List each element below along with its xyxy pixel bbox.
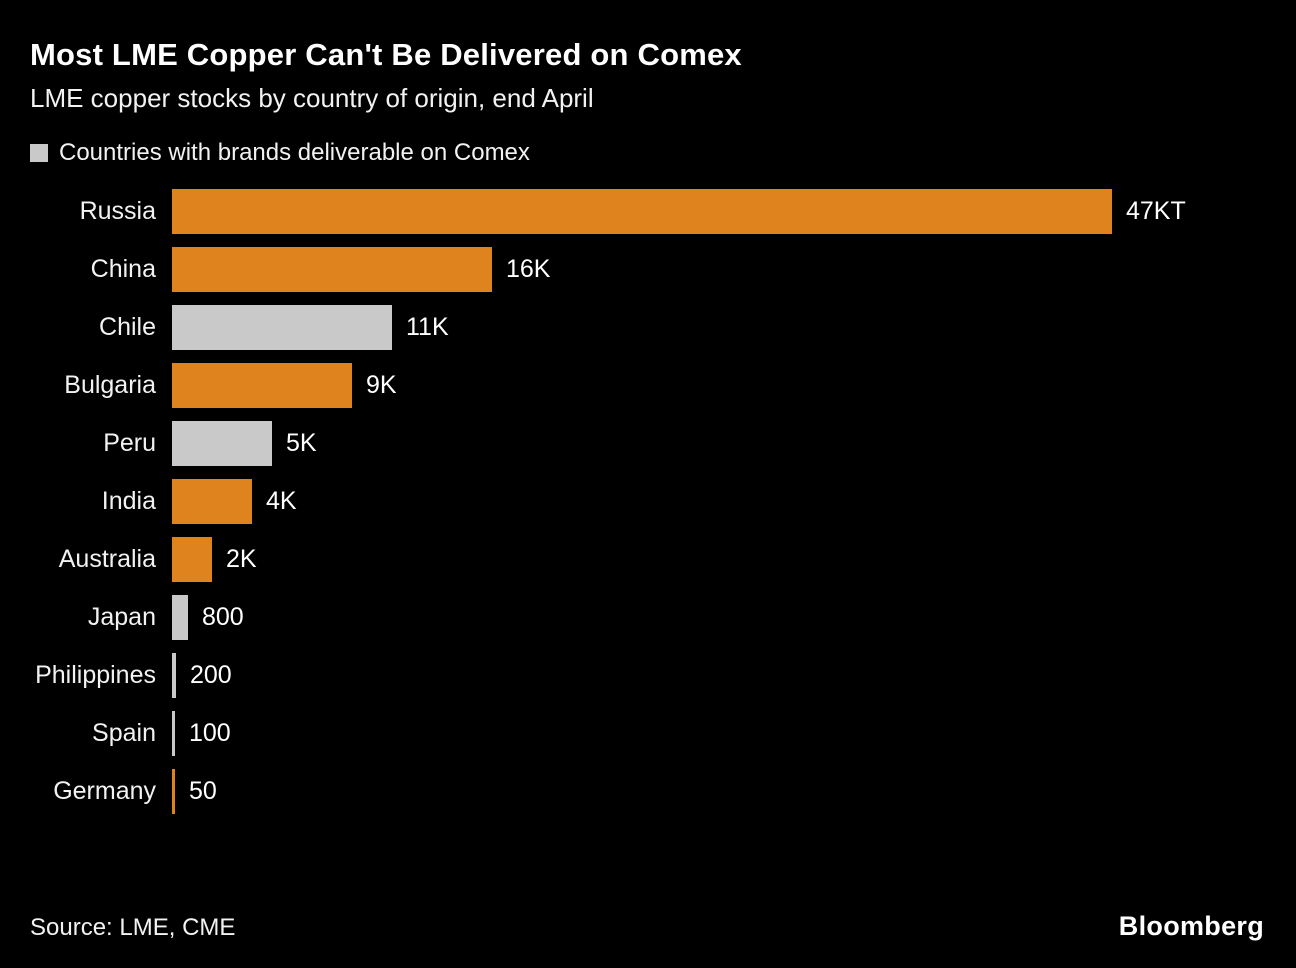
category-label: India bbox=[101, 486, 156, 515]
category-label: Peru bbox=[103, 428, 156, 457]
value-label: 50 bbox=[189, 776, 217, 805]
category-label: Spain bbox=[92, 718, 156, 747]
category-label: Russia bbox=[79, 196, 156, 225]
category-label: China bbox=[90, 254, 156, 283]
bar-chart: Russia 47KT China 16K Chile 11K Bulgaria 9K Peru… bbox=[30, 182, 1266, 820]
category-label: Bulgaria bbox=[64, 370, 156, 399]
bar bbox=[172, 594, 188, 640]
chart-title: Most LME Copper Can't Be Delivered on Co… bbox=[30, 37, 742, 72]
value-label: 9K bbox=[366, 370, 397, 399]
bar-row: Philippines 200 bbox=[30, 646, 1266, 704]
legend-label: Countries with brands deliverable on Com… bbox=[59, 139, 530, 166]
bar bbox=[172, 652, 176, 698]
value-label: 200 bbox=[190, 660, 232, 689]
bar-row: Germany 50 bbox=[30, 762, 1266, 820]
bar-row: China 16K bbox=[30, 240, 1266, 298]
bar bbox=[172, 188, 1112, 234]
bar bbox=[172, 304, 392, 350]
legend-swatch-gray bbox=[30, 144, 48, 162]
category-label: Germany bbox=[53, 776, 156, 805]
value-label: 47KT bbox=[1126, 196, 1186, 225]
bar-row: Chile 11K bbox=[30, 298, 1266, 356]
bar-row: Spain 100 bbox=[30, 704, 1266, 762]
bar bbox=[172, 362, 352, 408]
category-label: Chile bbox=[99, 312, 156, 341]
category-label: Philippines bbox=[35, 660, 156, 689]
source-attribution: Source: LME, CME bbox=[30, 914, 236, 941]
bar-row: Australia 2K bbox=[30, 530, 1266, 588]
value-label: 4K bbox=[266, 486, 297, 515]
chart-subtitle: LME copper stocks by country of origin, … bbox=[30, 83, 594, 113]
bar-row: Japan 800 bbox=[30, 588, 1266, 646]
bar-row: Peru 5K bbox=[30, 414, 1266, 472]
legend: Countries with brands deliverable on Com… bbox=[30, 138, 1266, 168]
value-label: 100 bbox=[189, 718, 231, 747]
bar-row: Russia 47KT bbox=[30, 182, 1266, 240]
bar bbox=[172, 536, 212, 582]
bar-row: India 4K bbox=[30, 472, 1266, 530]
bar bbox=[172, 420, 272, 466]
value-label: 5K bbox=[286, 428, 317, 457]
category-label: Japan bbox=[87, 602, 156, 631]
value-label: 11K bbox=[406, 312, 449, 341]
bar bbox=[172, 768, 175, 814]
bloomberg-logo: Bloomberg bbox=[1118, 911, 1264, 941]
value-label: 800 bbox=[202, 602, 244, 631]
bar bbox=[172, 246, 492, 292]
bar-row: Bulgaria 9K bbox=[30, 356, 1266, 414]
value-label: 16K bbox=[506, 254, 551, 283]
category-label: Australia bbox=[58, 544, 156, 573]
bar bbox=[172, 710, 175, 756]
value-label: 2K bbox=[226, 544, 257, 573]
bar bbox=[172, 478, 252, 524]
